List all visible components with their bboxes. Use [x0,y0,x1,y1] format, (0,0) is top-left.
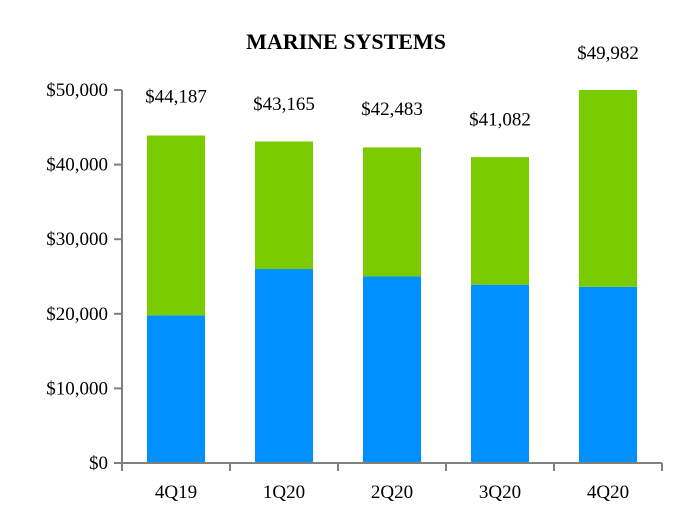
total-label-2Q20: $42,483 [361,99,423,120]
total-label-3Q20: $41,082 [469,110,531,131]
x-tick-label-3Q20: 3Q20 [479,482,521,503]
y-tick-label: $0 [89,453,108,474]
bar-segment-2-4Q19 [147,135,205,316]
bar-segment-1-4Q20 [579,286,637,463]
y-axis: $0 $10,000 $20,000 $30,000 $40,000 $50,000 [46,80,123,474]
chart-title: MARINE SYSTEMS [246,29,446,54]
bar-segment-1-1Q20 [255,269,313,463]
y-tick-label: $30,000 [46,229,108,250]
x-tick-label-2Q20: 2Q20 [371,482,413,503]
total-label-4Q19: $44,187 [145,86,207,107]
x-tick-label-4Q20: 4Q20 [587,482,629,503]
bar-segment-2-4Q20 [579,90,637,287]
bar-segment-1-3Q20 [471,284,529,463]
y-tick-label: $10,000 [46,378,108,399]
bars-group [147,90,637,463]
bar-segment-2-3Q20 [471,157,529,285]
bar-segment-1-2Q20 [363,276,421,463]
y-tick-label: $40,000 [46,155,108,176]
x-tick-label-1Q20: 1Q20 [263,482,305,503]
y-tick-label: $20,000 [46,304,108,325]
total-label-1Q20: $43,165 [253,94,315,115]
x-axis: 4Q19 1Q20 2Q20 3Q20 4Q20 [121,462,663,503]
bar-segment-2-2Q20 [363,147,421,277]
total-label-4Q20: $49,982 [577,43,639,64]
total-labels-group: $44,187 $43,165 $42,483 $41,082 $49,982 [145,43,639,130]
y-tick-label: $50,000 [46,80,108,101]
x-tick-label-4Q19: 4Q19 [155,482,197,503]
bar-segment-1-4Q19 [147,315,205,463]
bar-segment-2-1Q20 [255,141,313,270]
